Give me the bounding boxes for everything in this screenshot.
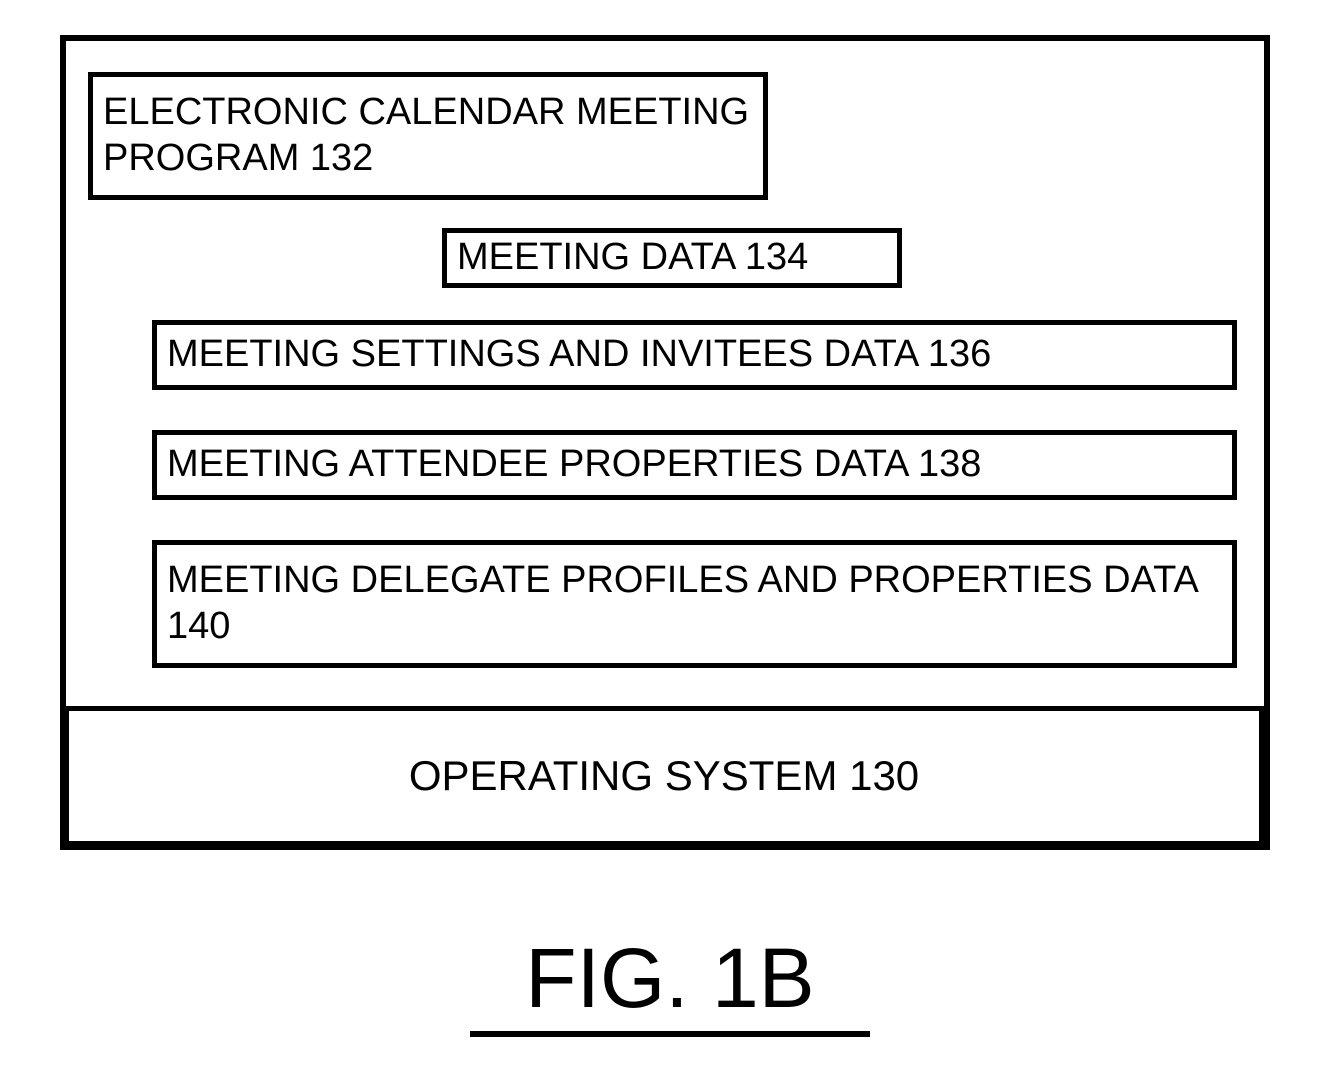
box-attendee: MEETING ATTENDEE PROPERTIES DATA 138 [152,430,1237,500]
figure-caption: FIG. 1B [470,930,870,1037]
box-operating-system-label: OPERATING SYSTEM 130 [409,751,919,801]
box-program: ELECTRONIC CALENDAR MEETING PROGRAM 132 [88,72,768,200]
box-attendee-label: MEETING ATTENDEE PROPERTIES DATA 138 [167,442,981,488]
figure-caption-text: FIG. 1B [525,931,814,1025]
box-delegate: MEETING DELEGATE PROFILES AND PROPERTIES… [152,540,1237,668]
box-meeting-data-label: MEETING DATA 134 [457,235,808,281]
box-operating-system: OPERATING SYSTEM 130 [64,706,1264,846]
box-program-label: ELECTRONIC CALENDAR MEETING PROGRAM 132 [103,90,753,181]
box-delegate-label: MEETING DELEGATE PROFILES AND PROPERTIES… [167,558,1222,649]
box-meeting-data: MEETING DATA 134 [442,228,902,288]
box-settings-label: MEETING SETTINGS AND INVITEES DATA 136 [167,332,991,378]
box-settings: MEETING SETTINGS AND INVITEES DATA 136 [152,320,1237,390]
